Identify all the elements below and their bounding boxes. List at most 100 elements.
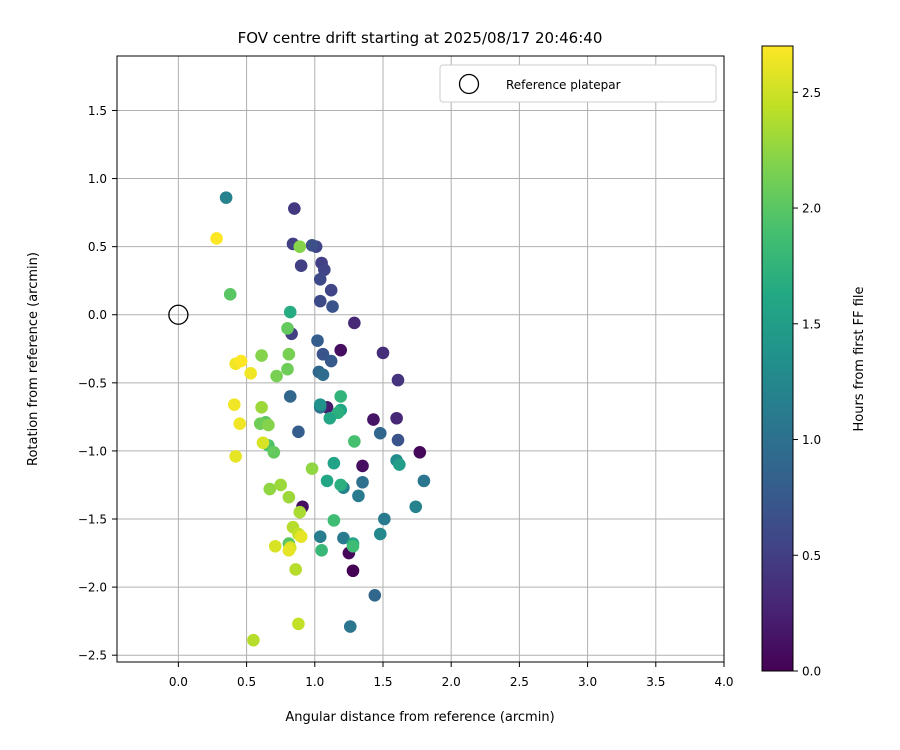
data-point	[326, 300, 339, 313]
data-point	[223, 288, 237, 301]
y-tick-label: 0.0	[88, 308, 107, 322]
data-point	[346, 564, 360, 578]
x-tick-label: 0.0	[169, 675, 188, 689]
data-point	[292, 617, 305, 631]
legend-entry-reference: Reference platepar	[506, 78, 621, 92]
y-tick-label: 0.5	[88, 240, 107, 254]
data-point	[391, 373, 405, 387]
y-axis-label: Rotation from reference (arcmin)	[26, 252, 41, 466]
data-point	[268, 539, 282, 553]
data-point	[348, 316, 361, 330]
data-point	[247, 633, 260, 647]
colorbar-tick-label: 1.0	[802, 433, 821, 447]
colorbar-tick-label: 2.0	[802, 202, 821, 216]
data-point	[337, 531, 350, 545]
data-point	[229, 450, 242, 463]
plot-frame	[116, 55, 725, 663]
x-tick-label: 4.0	[714, 675, 733, 689]
data-point	[417, 474, 431, 488]
data-point	[274, 478, 287, 492]
data-point	[293, 240, 307, 253]
data-point	[283, 305, 297, 319]
data-point	[315, 544, 328, 557]
data-point	[233, 417, 247, 430]
data-point	[313, 273, 327, 286]
data-point	[313, 530, 327, 544]
data-point	[409, 500, 423, 514]
data-point	[244, 366, 257, 380]
data-point	[343, 620, 357, 633]
x-tick-label: 1.0	[305, 675, 324, 689]
data-point	[305, 462, 319, 475]
data-point	[228, 398, 241, 411]
data-point	[294, 530, 308, 544]
data-point	[256, 436, 270, 450]
data-point	[263, 482, 277, 496]
data-point	[334, 478, 348, 492]
legend-box	[439, 64, 717, 103]
legend-reference-marker	[458, 73, 480, 95]
data-point	[346, 539, 360, 553]
data-point	[334, 390, 348, 403]
data-point	[324, 354, 338, 368]
data-point	[373, 426, 387, 440]
data-point	[292, 425, 305, 439]
colorbar-tick-label: 2.5	[802, 86, 821, 100]
reference-layer	[168, 304, 189, 325]
x-axis-label: Angular distance from reference (arcmin)	[285, 710, 554, 725]
data-point	[373, 527, 387, 541]
data-point	[294, 259, 308, 273]
data-point	[316, 368, 330, 381]
data-point	[356, 459, 369, 473]
legend: Reference platepar	[439, 64, 717, 103]
data-point	[334, 343, 348, 357]
data-point	[234, 354, 248, 368]
data-point	[413, 445, 427, 459]
y-tick-label: −1.0	[78, 444, 107, 458]
grid	[117, 56, 725, 662]
data-point	[367, 413, 380, 426]
data-point	[255, 349, 268, 362]
data-points	[210, 191, 431, 647]
colorbar-label: Hours from first FF file	[852, 286, 867, 431]
data-point	[255, 401, 268, 414]
data-point	[313, 398, 327, 411]
x-tick-label: 2.0	[442, 675, 461, 689]
data-point	[320, 474, 334, 488]
data-point	[305, 238, 319, 252]
y-axis-ticks: 1.5 1.0 0.5 0.0 −0.5 −1.0 −1.5 −2.0 −2.5	[78, 104, 117, 663]
data-point	[318, 263, 331, 277]
data-point	[288, 202, 301, 215]
data-point	[281, 362, 294, 376]
x-tick-label: 1.5	[373, 675, 392, 689]
data-point	[289, 563, 302, 576]
x-tick-label: 3.5	[646, 675, 665, 689]
chart-title: FOV centre drift starting at 2025/08/17 …	[238, 29, 603, 47]
colorbar: 0.0 0.5 1.0 1.5 2.0 2.5 Hours from first FF f…	[761, 45, 867, 679]
colorbar-ticks: 0.0 0.5 1.0 1.5 2.0 2.5	[793, 86, 821, 679]
data-point	[282, 544, 296, 557]
y-tick-label: 1.5	[88, 104, 107, 118]
data-point	[324, 283, 338, 297]
data-point	[270, 369, 283, 383]
colorbar-tick-label: 0.5	[802, 549, 821, 563]
data-point	[281, 322, 294, 335]
data-point	[282, 347, 296, 361]
x-tick-label: 3.0	[578, 675, 597, 689]
reference-point	[168, 304, 189, 325]
y-tick-label: −1.5	[78, 513, 107, 527]
data-point	[391, 433, 405, 447]
data-point	[313, 294, 327, 308]
colorbar-gradient	[762, 46, 793, 671]
data-point	[390, 411, 403, 425]
data-point	[327, 456, 341, 470]
data-point	[368, 588, 382, 602]
data-point	[348, 435, 361, 448]
y-tick-label: −0.5	[78, 376, 107, 390]
colorbar-tick-label: 0.0	[802, 665, 821, 679]
data-point	[293, 505, 307, 519]
x-tick-label: 2.5	[510, 675, 529, 689]
data-point	[282, 490, 296, 504]
data-point	[323, 411, 337, 425]
